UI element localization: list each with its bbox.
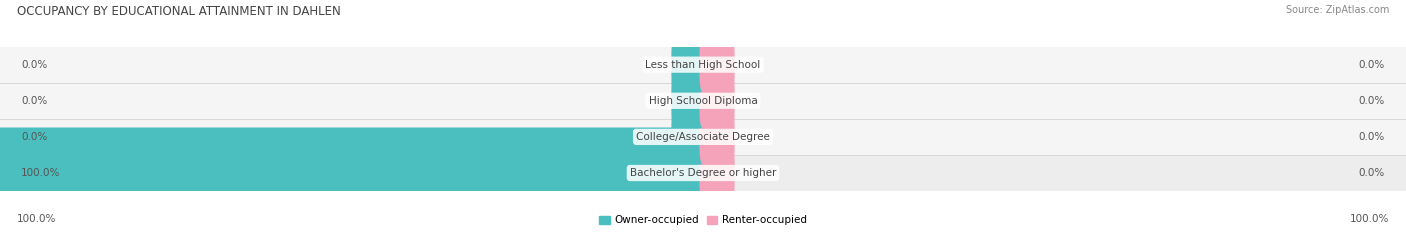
Text: Source: ZipAtlas.com: Source: ZipAtlas.com [1285,5,1389,15]
Text: 100.0%: 100.0% [21,168,60,178]
Text: 0.0%: 0.0% [21,60,48,70]
Text: Less than High School: Less than High School [645,60,761,70]
FancyBboxPatch shape [700,73,734,128]
Text: High School Diploma: High School Diploma [648,96,758,106]
Text: 0.0%: 0.0% [1358,132,1385,142]
Text: 0.0%: 0.0% [1358,96,1385,106]
Text: 0.0%: 0.0% [21,96,48,106]
Text: 0.0%: 0.0% [1358,60,1385,70]
FancyBboxPatch shape [672,37,707,92]
FancyBboxPatch shape [700,110,734,164]
Text: Bachelor's Degree or higher: Bachelor's Degree or higher [630,168,776,178]
Text: 0.0%: 0.0% [21,132,48,142]
FancyBboxPatch shape [700,37,734,92]
Text: 0.0%: 0.0% [1358,168,1385,178]
FancyBboxPatch shape [672,110,707,164]
Text: OCCUPANCY BY EDUCATIONAL ATTAINMENT IN DAHLEN: OCCUPANCY BY EDUCATIONAL ATTAINMENT IN D… [17,5,340,18]
FancyBboxPatch shape [672,73,707,128]
Text: College/Associate Degree: College/Associate Degree [636,132,770,142]
Text: 100.0%: 100.0% [1350,214,1389,224]
FancyBboxPatch shape [700,146,734,200]
Legend: Owner-occupied, Renter-occupied: Owner-occupied, Renter-occupied [599,216,807,226]
FancyBboxPatch shape [0,127,710,219]
Text: 100.0%: 100.0% [17,214,56,224]
